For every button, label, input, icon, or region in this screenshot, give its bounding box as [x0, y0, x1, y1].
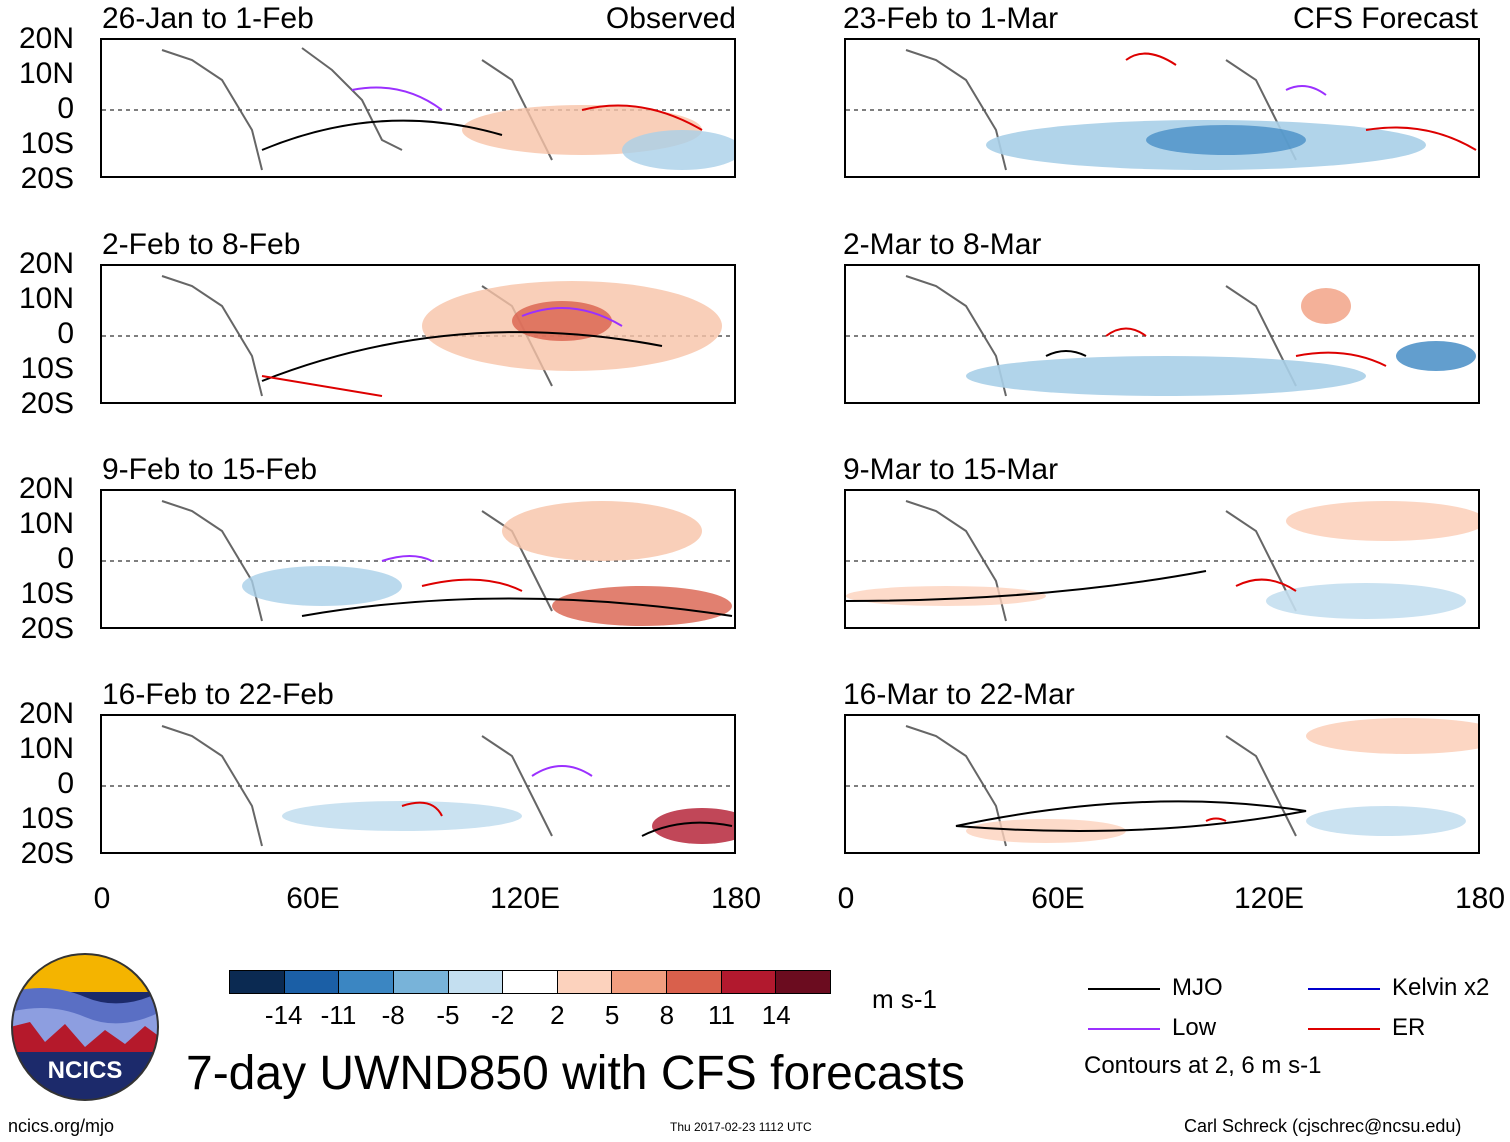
map-panel-observed-4	[100, 714, 736, 854]
map-panel-forecast-4	[844, 714, 1480, 854]
lat-label: 10N	[18, 282, 74, 315]
panel-title: 9-Feb to 15-Feb	[102, 453, 318, 486]
lat-label: 10S	[20, 577, 74, 610]
legend-note: Contours at 2, 6 m s-1	[1084, 1052, 1322, 1079]
colorbar-swatch	[339, 971, 394, 993]
logo-text: NCICS	[47, 1057, 123, 1084]
lon-label: 0	[837, 882, 855, 915]
lat-label: 20S	[20, 612, 74, 645]
map-panel-forecast-3	[844, 489, 1480, 629]
lat-label: 20S	[20, 387, 74, 420]
legend-swatch-mjo	[1088, 988, 1160, 990]
colorbar-swatch	[612, 971, 668, 993]
colorbar	[229, 970, 831, 994]
map-panel-forecast-1	[844, 38, 1480, 178]
map-field	[102, 725, 734, 847]
lon-label: 180	[710, 882, 762, 915]
lat-label: 20S	[20, 162, 74, 195]
lat-label: 20N	[18, 22, 74, 55]
colorbar-tick-label: 5	[604, 1000, 620, 1030]
panel-title: 2-Mar to 8-Mar	[843, 228, 1042, 261]
legend-swatch-kelvin	[1308, 988, 1380, 990]
lat-label: 0	[57, 767, 74, 800]
panel-title: 9-Mar to 15-Mar	[843, 453, 1059, 486]
map-field	[102, 275, 734, 397]
colorbar-tick-label: -5	[436, 1000, 460, 1030]
colorbar-swatch	[448, 971, 504, 993]
lat-label: 0	[57, 317, 74, 350]
lat-label: 10S	[20, 352, 74, 385]
lat-label: 20N	[18, 472, 74, 505]
panel-title: 16-Mar to 22-Mar	[843, 678, 1075, 711]
colorbar-swatch	[393, 971, 449, 993]
panel-title: 23-Feb to 1-Mar	[843, 2, 1059, 35]
colorbar-swatch	[776, 971, 831, 993]
colorbar-tick-label: 8	[659, 1000, 675, 1030]
colorbar-tick-label: -11	[320, 1000, 357, 1030]
colorbar-units: m s-1	[872, 984, 937, 1014]
colorbar-swatch	[230, 971, 285, 993]
legend-swatch-low	[1088, 1028, 1160, 1030]
forecast-tag: CFS Forecast	[1292, 2, 1478, 35]
lat-label: 10S	[20, 802, 74, 835]
legend-swatch-er	[1308, 1028, 1380, 1030]
lat-label: 0	[57, 542, 74, 575]
legend-label-mjo: MJO	[1172, 974, 1223, 1001]
map-panel-observed-1	[100, 38, 736, 178]
lat-label: 10N	[18, 57, 74, 90]
lon-label: 120E	[1233, 882, 1305, 915]
observed-tag: Observed	[605, 2, 736, 35]
colorbar-tick-label: 11	[708, 1000, 736, 1030]
colorbar-swatch	[721, 971, 777, 993]
panel-title: 16-Feb to 22-Feb	[102, 678, 334, 711]
main-title: 7-day UWND850 with CFS forecasts	[186, 1047, 965, 1100]
map-field	[846, 49, 1478, 171]
colorbar-tick-label: -14	[264, 1000, 303, 1030]
map-field	[846, 275, 1478, 397]
lon-label: 60E	[1031, 882, 1085, 915]
legend-label-kelvin: Kelvin x2	[1392, 974, 1490, 1001]
map-panel-observed-2	[100, 264, 736, 404]
footer-url[interactable]: ncics.org/mjo	[8, 1116, 115, 1136]
lon-label: 0	[93, 882, 111, 915]
legend-label-er: ER	[1392, 1014, 1426, 1041]
colorbar-swatch	[284, 971, 340, 993]
map-panel-forecast-2	[844, 264, 1480, 404]
lat-label: 10N	[18, 507, 74, 540]
map-panel-observed-3	[100, 489, 736, 629]
lat-label: 10N	[18, 732, 74, 765]
colorbar-tick-label: 2	[550, 1000, 565, 1030]
footer-author: Carl Schreck (cjschrec@ncsu.edu)	[1184, 1116, 1462, 1136]
colorbar-swatch	[503, 971, 558, 993]
legend-label-low: Low	[1172, 1014, 1217, 1041]
lon-label: 60E	[286, 882, 340, 915]
colorbar-tick-label: 14	[761, 1000, 791, 1030]
map-field	[102, 500, 734, 626]
lat-label: 20S	[20, 837, 74, 870]
lat-label: 10S	[20, 127, 74, 160]
colorbar-swatch	[667, 971, 722, 993]
footer-timestamp: Thu 2017-02-23 1112 UTC	[670, 1120, 812, 1134]
lon-label: 180	[1454, 882, 1506, 915]
panel-title: 2-Feb to 8-Feb	[102, 228, 301, 261]
lat-label: 0	[57, 92, 74, 125]
lon-label: 120E	[489, 882, 561, 915]
lat-label: 20N	[18, 697, 74, 730]
colorbar-swatch	[557, 971, 613, 993]
panel-title: 26-Jan to 1-Feb	[102, 2, 314, 35]
ncics-logo: NCICS	[10, 952, 160, 1102]
colorbar-tick-label: -2	[491, 1000, 515, 1030]
map-field	[102, 47, 734, 171]
map-field	[846, 500, 1478, 622]
lat-label: 20N	[18, 247, 74, 280]
map-field	[846, 718, 1478, 847]
colorbar-tick-label: -8	[381, 1000, 405, 1030]
